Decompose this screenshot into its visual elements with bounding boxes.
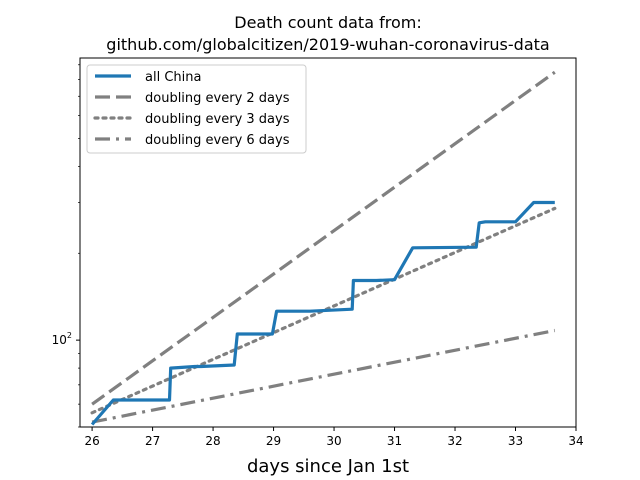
x-axis: 26 27 28 29 30 31 32 33 34 (84, 427, 584, 448)
x-tick-label: 27 (145, 434, 160, 448)
legend-label-3: doubling every 6 days (145, 133, 290, 148)
series-line-0 (90, 200, 555, 426)
axes-frame (79, 57, 577, 428)
x-tick-label: 28 (205, 434, 220, 448)
y-axis: 102 (52, 64, 80, 428)
x-tick-label: 29 (266, 434, 281, 448)
x-tick-label: 31 (387, 434, 402, 448)
series-line-3 (91, 328, 556, 424)
series-line-1 (91, 70, 556, 406)
x-tick-label: 32 (447, 434, 462, 448)
legend-label-1: doubling every 2 days (145, 91, 290, 106)
chart-title-line-2: github.com/globalcitizen/2019-wuhan-coro… (106, 35, 549, 54)
y-tick-label: 102 (52, 331, 72, 347)
chart-title-line-1: Death count data from: (234, 13, 421, 32)
x-tick-label: 33 (508, 434, 523, 448)
x-axis-label: days since Jan 1st (247, 456, 409, 477)
x-tick-label: 30 (326, 434, 341, 448)
plot-area (90, 70, 557, 426)
x-tick-label: 34 (568, 434, 583, 448)
legend-label-2: doubling every 3 days (145, 112, 290, 127)
legend-label-0: all China (145, 70, 201, 85)
x-tick-label: 26 (84, 434, 99, 448)
legend-box (86, 64, 307, 154)
legend: all China doubling every 2 days doubling e… (86, 64, 307, 154)
